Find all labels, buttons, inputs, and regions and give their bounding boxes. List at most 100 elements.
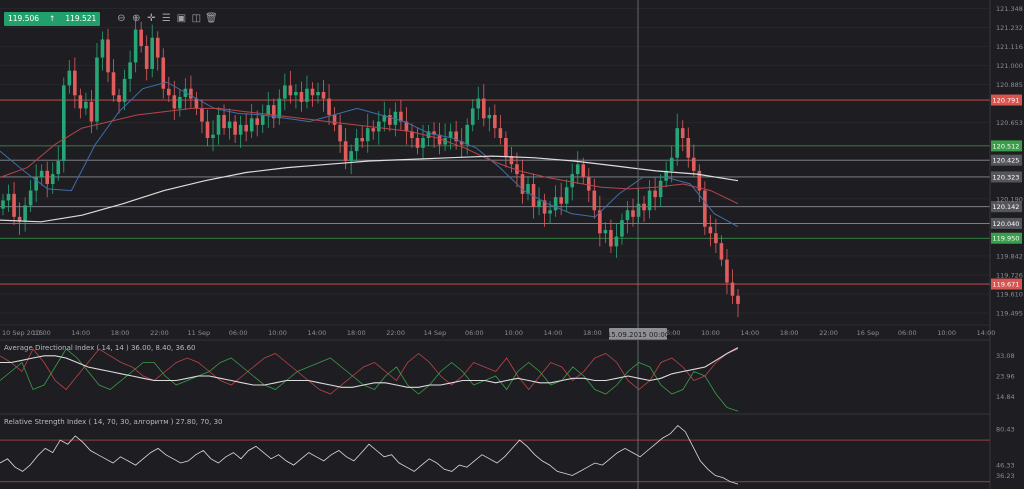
- candle-body: [61, 85, 66, 161]
- candle-body: [382, 115, 387, 122]
- price-tick: 120.653: [996, 119, 1023, 127]
- adx-tick: 33.08: [996, 352, 1015, 360]
- candle-body: [459, 141, 464, 145]
- candle-body: [586, 177, 591, 191]
- candle-body: [603, 230, 608, 234]
- candle-body: [636, 203, 641, 217]
- rsi-pane: Relative Strength Index ( 14, 70, 30, ал…: [0, 413, 1015, 485]
- candle-body: [548, 210, 552, 214]
- screenshot-icon[interactable]: ▣: [176, 12, 187, 24]
- candle-body: [34, 177, 38, 191]
- candle-body: [680, 128, 685, 138]
- candle-body: [376, 121, 381, 132]
- time-tick: 14:00: [71, 329, 90, 337]
- level-label: 119.950: [993, 235, 1020, 243]
- candle-body: [283, 85, 287, 99]
- price-axis: 121.348 121.232 121.116 121.000 120.885 120.6…: [989, 0, 1023, 489]
- time-tick: 06:00: [898, 329, 917, 337]
- candle-body: [410, 131, 414, 138]
- candle-body: [421, 138, 425, 148]
- zoom-out-icon[interactable]: ⊖: [117, 12, 126, 24]
- candle-body: [106, 39, 110, 73]
- time-tick: 11 Sep: [188, 329, 211, 337]
- candle-body: [260, 115, 265, 125]
- candle-body: [178, 96, 182, 109]
- candle-body: [493, 115, 497, 129]
- level-badge: [991, 94, 1022, 106]
- candle-body: [708, 226, 713, 234]
- time-tick: 22:00: [386, 329, 405, 337]
- candle-body: [266, 105, 271, 115]
- candle-body: [360, 138, 365, 142]
- settings-icon[interactable]: ☰: [161, 12, 171, 24]
- candle-body: [161, 57, 166, 89]
- candle-body: [288, 85, 293, 96]
- time-tick: 22:00: [819, 329, 838, 337]
- candle-body: [725, 259, 729, 283]
- candle-body: [144, 46, 149, 69]
- price-badge[interactable]: 119.506 ↑ 119.521: [4, 11, 101, 26]
- candle-body: [609, 230, 613, 247]
- candle-body: [658, 180, 663, 198]
- candle-body: [155, 37, 160, 58]
- level-label: 120.323: [993, 173, 1020, 181]
- price-tick: 121.348: [996, 5, 1023, 13]
- candle-body: [465, 124, 470, 145]
- candle-body: [592, 190, 597, 211]
- candle-body: [426, 131, 431, 138]
- candle-body: [310, 88, 315, 96]
- candle-body: [365, 128, 370, 142]
- crosshair-time-badge: [609, 328, 667, 340]
- candle-body: [343, 141, 348, 161]
- level-badge: [991, 201, 1022, 213]
- time-tick: 14:00: [308, 329, 327, 337]
- time-tick: 14:00: [977, 329, 996, 337]
- candle-body: [67, 70, 72, 86]
- candle-body: [50, 174, 55, 184]
- ma-slow-line: [0, 155, 739, 223]
- candle-body: [299, 92, 304, 102]
- candle-body: [631, 210, 635, 217]
- level-badge: [991, 217, 1022, 229]
- candle-body: [598, 210, 602, 234]
- candle-body: [703, 190, 707, 227]
- candle-body: [388, 115, 392, 125]
- price-tick: 121.232: [996, 24, 1023, 32]
- shapes-icon[interactable]: ◫: [191, 12, 202, 24]
- candle-body: [321, 92, 326, 99]
- candle-body: [371, 128, 376, 132]
- delete-icon[interactable]: 🗑: [204, 12, 218, 24]
- candle-body: [222, 115, 226, 129]
- up-arrow-icon: ↑: [49, 14, 56, 23]
- level-badge: [991, 154, 1022, 166]
- candle-body: [95, 57, 99, 122]
- candle-body: [56, 161, 61, 175]
- time-tick: 22:00: [150, 329, 169, 337]
- zoom-in-icon[interactable]: ⊕: [132, 12, 141, 24]
- candle-body: [470, 108, 475, 125]
- candle-body: [233, 121, 237, 135]
- crosshair-icon[interactable]: ✛: [147, 12, 156, 24]
- candle-body: [664, 170, 668, 181]
- bid-price: 119.506: [8, 14, 40, 23]
- level-badge: [991, 278, 1022, 290]
- candle-body: [642, 203, 646, 211]
- candle-body: [625, 210, 630, 221]
- candle-body: [691, 157, 696, 171]
- ask-price: 119.521: [65, 14, 97, 23]
- candle-body: [255, 118, 260, 125]
- candle-body: [17, 216, 22, 222]
- candle-body: [719, 243, 724, 260]
- time-tick: 06:00: [465, 329, 484, 337]
- candle-body: [614, 236, 619, 247]
- candle-body: [520, 174, 525, 194]
- candle-body: [526, 184, 530, 194]
- time-tick: 14:00: [740, 329, 759, 337]
- candle-body: [78, 95, 83, 109]
- candle-body: [12, 193, 16, 217]
- candle-body: [89, 101, 94, 122]
- candle-body: [172, 95, 177, 109]
